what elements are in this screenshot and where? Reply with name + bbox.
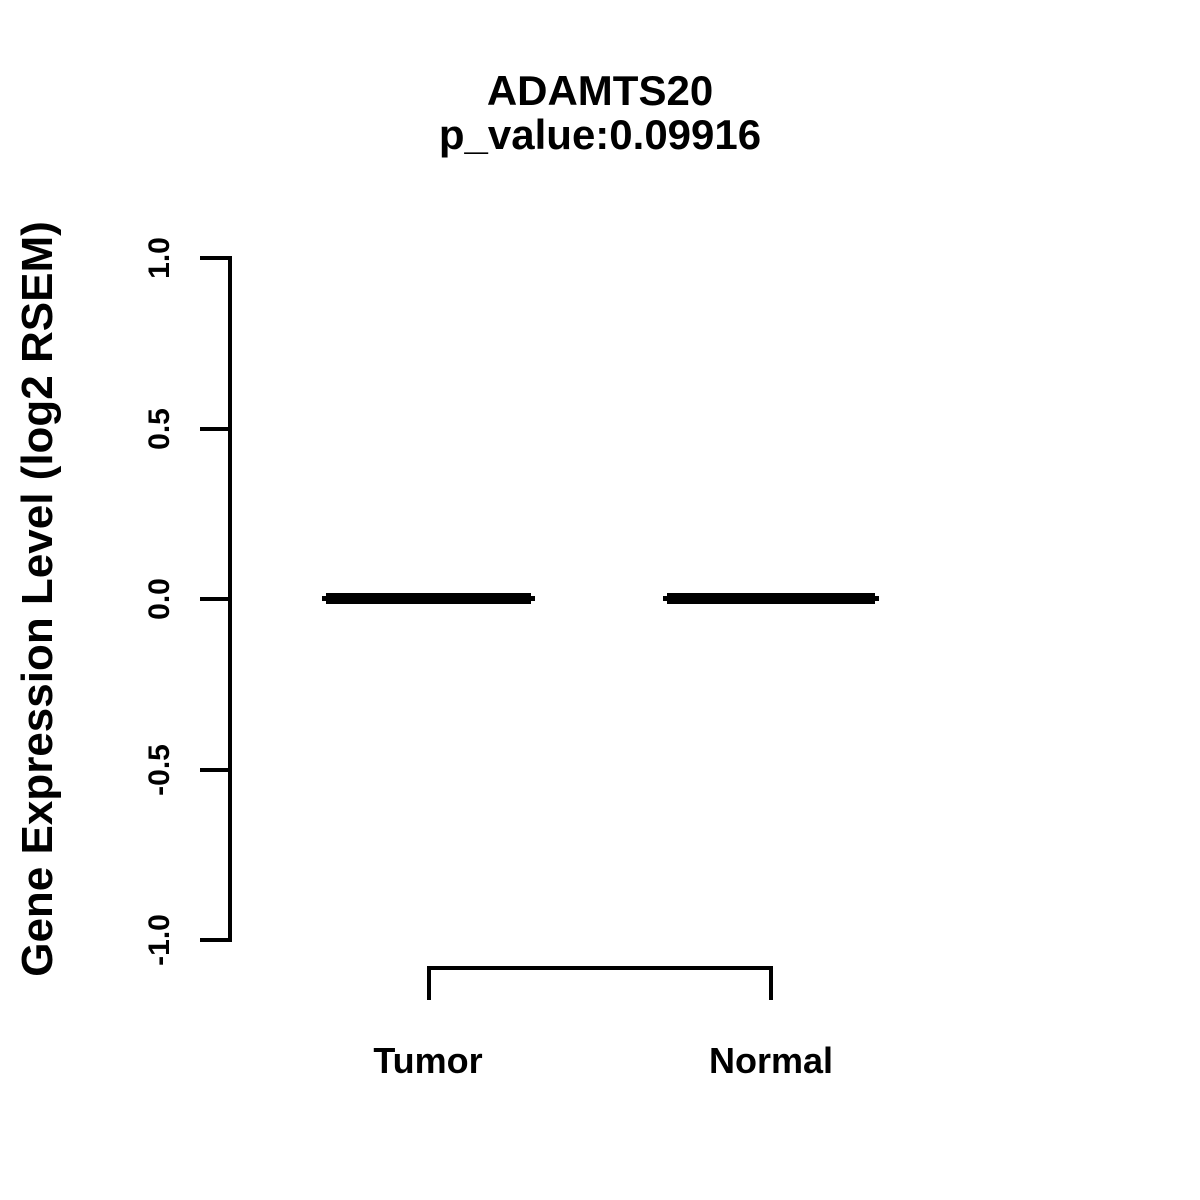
chart-title: ADAMTS20 — [486, 67, 714, 114]
y-axis-tick — [200, 938, 230, 942]
boxplot-box-normal — [663, 593, 879, 604]
y-axis-tick — [200, 768, 230, 772]
y-axis-tick — [200, 427, 230, 431]
y-axis-tick — [200, 256, 230, 260]
y-axis-line — [228, 256, 232, 942]
boxplot-box-tumor — [322, 593, 535, 604]
y-axis-tick-label: 0.5 — [143, 408, 176, 450]
y-axis-tick-label: 1.0 — [143, 237, 176, 279]
y-axis-tick-label: -1.0 — [143, 914, 176, 966]
x-axis-label-normal: Normal — [708, 1040, 834, 1081]
group-comparison-bracket — [427, 966, 773, 1000]
x-axis-label-tumor: Tumor — [373, 1040, 483, 1081]
y-axis-label: Gene Expression Level (log2 RSEM) — [13, 221, 62, 977]
y-axis-tick-label: -0.5 — [143, 744, 176, 796]
y-axis-tick-label: 0.0 — [143, 578, 176, 620]
chart-subtitle: p_value:0.09916 — [438, 111, 762, 158]
y-axis-tick — [200, 597, 230, 601]
